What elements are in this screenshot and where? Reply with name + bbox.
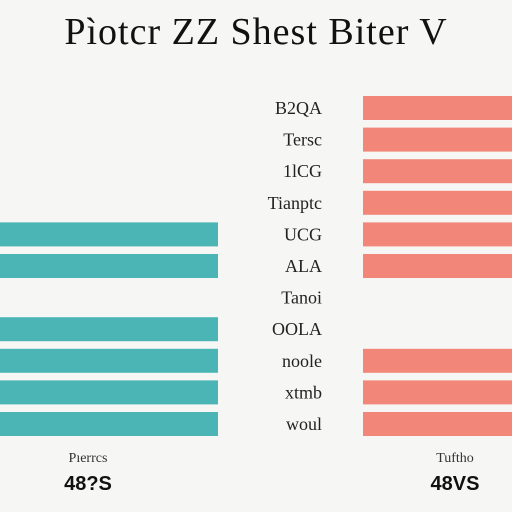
category-label-8: noole [282,351,322,371]
chart-title: Pìotcr ZZ Shest Biter V [64,11,447,53]
bar-right-0 [363,96,512,120]
bar-right-9 [363,380,512,405]
category-label-1: Tersc [283,130,322,150]
bar-right-3 [363,190,512,215]
bar-right-10 [363,412,512,436]
category-label-10: woul [286,414,322,434]
left-footer-value: 48?S [64,473,112,495]
chart-rows: B2QA Tersc 1lCG Tianptc UCG ALA Tanoi OOLA noole… [0,96,512,436]
bar-left-5 [0,254,218,278]
category-label-4: UCG [284,224,322,244]
bar-left-4 [0,222,218,247]
bar-left-7 [0,317,218,342]
left-footer-label: Pıerrcs [69,451,108,466]
category-label-9: xtmb [285,382,322,402]
category-label-2: 1lCG [283,161,322,181]
right-footer-label: Tuftho [436,451,474,466]
bar-left-10 [0,412,218,436]
bar-right-4 [363,222,512,247]
bar-left-9 [0,380,218,405]
category-label-7: OOLA [272,319,322,339]
bar-right-2 [363,159,512,184]
category-label-3: Tianptc [268,193,322,213]
category-label-5: ALA [285,256,322,276]
right-footer-value: 48VS [431,473,480,495]
bar-right-8 [363,348,512,373]
category-label-0: B2QA [275,98,322,118]
bar-right-1 [363,127,512,152]
category-label-6: Tanoi [281,288,322,308]
bar-left-8 [0,348,218,373]
bar-right-5 [363,254,512,278]
